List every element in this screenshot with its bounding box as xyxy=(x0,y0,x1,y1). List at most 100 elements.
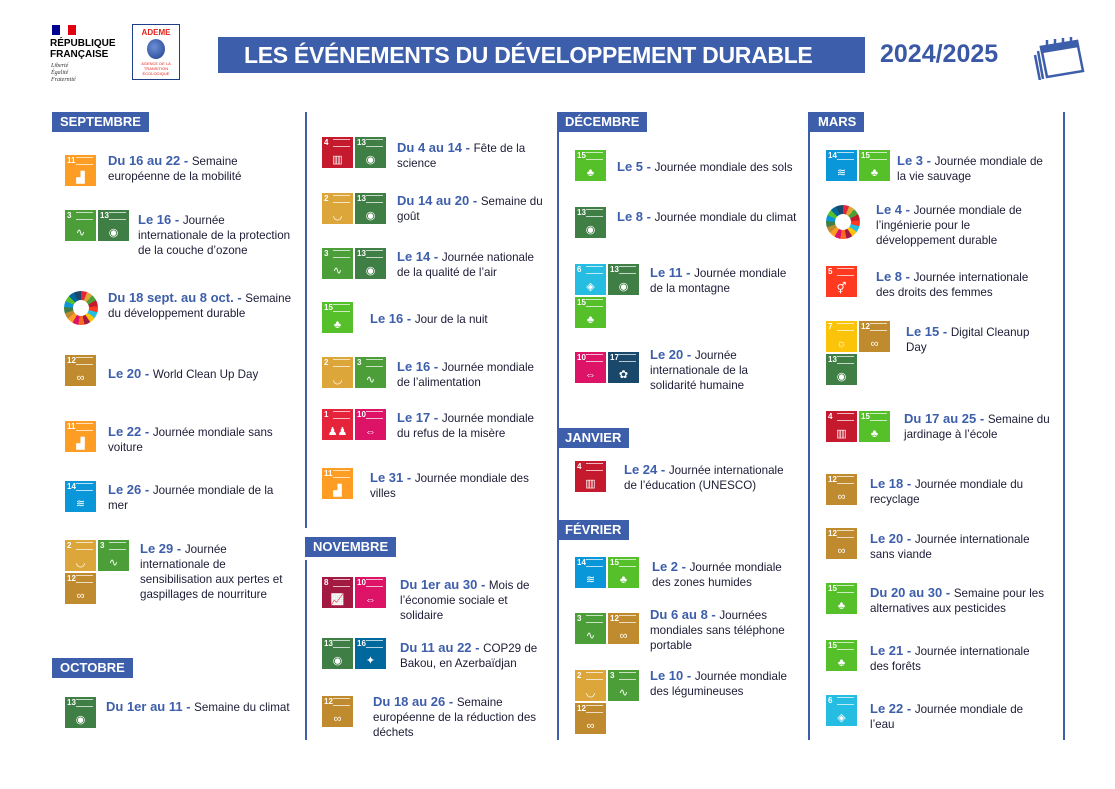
sdg-number: 15 xyxy=(828,641,837,650)
sdg-13-icon: 13 ◉ xyxy=(98,210,129,241)
event-date: Du 16 au 22 xyxy=(108,153,181,168)
sdg-icons: 15 ♣ xyxy=(826,640,890,671)
event-item: Du 4 au 14 - Fête de la science xyxy=(397,140,526,170)
event-item: Du 6 au 8 - Journées mondiales sans télé… xyxy=(650,607,785,652)
event-item: Du 18 sept. au 8 oct. - Semaine du dével… xyxy=(108,290,292,320)
sdg-number: 12 xyxy=(67,356,76,365)
sdg-icons: 14 ≋ xyxy=(65,481,129,512)
event-title: Semaine du jardinage à l’école xyxy=(904,413,1050,441)
event-item: Le 21 - Journée internationale des forêt… xyxy=(870,643,1030,673)
event-title: Semaine du développement durable xyxy=(108,292,292,320)
event-date: Le 20 xyxy=(108,366,142,381)
sdg-number: 13 xyxy=(828,355,837,364)
sdg-14-icon: 14 ≋ xyxy=(65,481,96,512)
page-title: LES ÉVÉNEMENTS DU DÉVELOPPEMENT DURABLE xyxy=(218,37,865,73)
sdg-number: 13 xyxy=(67,698,76,707)
sdg-12-icon: 12 ∞ xyxy=(608,613,639,644)
sdg-number: 13 xyxy=(357,249,366,258)
sdg-number: 13 xyxy=(577,208,586,217)
event-date: Du 18 sept. au 8 oct. xyxy=(108,290,234,305)
sdg-icons: 14 ≋ 15 ♣ xyxy=(826,150,890,181)
sdg-4-icon: 4 ▥ xyxy=(826,411,857,442)
event-date: Le 14 xyxy=(397,249,431,264)
sdg-5-icon: 5 ⚥ xyxy=(826,266,857,297)
event-title: World Clean Up Day xyxy=(152,368,259,381)
sdg-7-icon: 7 ☼ xyxy=(826,321,857,352)
sdg-number: 3 xyxy=(100,541,105,550)
motto-line: Liberté xyxy=(51,63,69,69)
event-item: Le 4 - Journée mondiale de l’ingénierie … xyxy=(876,202,1022,247)
sdg-12-icon: 12 ∞ xyxy=(826,528,857,559)
sdg-wheel-icon xyxy=(826,205,860,239)
sdg-13-icon: 13 ◉ xyxy=(826,354,857,385)
event-item: Le 16 - Jour de la nuit xyxy=(370,311,488,326)
sdg-number: 8 xyxy=(324,578,329,587)
sdg-number: 2 xyxy=(324,358,329,367)
event-item: Du 1er au 11 - Semaine du climat xyxy=(106,699,290,714)
column-divider xyxy=(1063,112,1065,740)
sdg-icons: 1 ♟♟ 10 ⇔ xyxy=(322,409,386,440)
event-item: Du 14 au 20 - Semaine du goût xyxy=(397,193,543,223)
event-item: Le 31 - Journée mondiale des villes xyxy=(370,470,529,500)
column-divider xyxy=(557,112,559,740)
event-date: Le 18 xyxy=(870,476,904,491)
sdg-13-icon: 13 ◉ xyxy=(355,137,386,168)
event-item: Du 11 au 22 - COP29 de Bakou, en Azerbaï… xyxy=(400,640,538,670)
sdg-13-icon: 13 ◉ xyxy=(65,697,96,728)
sdg-number: 10 xyxy=(357,578,366,587)
sdg-12-icon: 12 ∞ xyxy=(65,573,96,604)
month-header: SEPTEMBRE xyxy=(52,112,149,132)
event-item: Le 14 - Journée nationale de la qualité … xyxy=(397,249,534,279)
sdg-number: 12 xyxy=(610,614,619,623)
sdg-number: 12 xyxy=(324,697,333,706)
sdg-icons: 3 ∿ 13 ◉ xyxy=(65,210,129,241)
sdg-15-icon: 15 ♣ xyxy=(322,302,353,333)
event-item: Le 16 - Journée internationale de la pro… xyxy=(138,212,291,257)
sdg-wheel-icon xyxy=(64,291,98,325)
event-date: Le 16 xyxy=(397,359,431,374)
sdg-icons: 13 ◉ xyxy=(575,207,639,238)
event-title: Journée mondiale de l’ingénierie pour le… xyxy=(876,204,1022,247)
sdg-icons: 4 ▥ 15 ♣ xyxy=(826,411,890,442)
sdg-15-icon: 15 ♣ xyxy=(608,557,639,588)
event-item: Le 22 - Journée mondiale de l’eau xyxy=(870,701,1024,731)
sdg-icons: 12 ∞ xyxy=(322,696,386,727)
sdg-number: 15 xyxy=(324,303,333,312)
sdg-icons: 11 ▟ xyxy=(322,468,386,499)
column-divider xyxy=(305,560,307,740)
sdg-1-icon: 1 ♟♟ xyxy=(322,409,353,440)
event-item: Le 22 - Journée mondiale sans voiture xyxy=(108,424,273,454)
month-header: JANVIER xyxy=(557,428,630,448)
ademe-subtitle: AGENCE DE LA TRANSITION ÉCOLOGIQUE xyxy=(141,61,171,76)
sdg-2-icon: 2 ◡ xyxy=(322,193,353,224)
month-header: MARS xyxy=(810,112,865,132)
sdg-icons: 13 ◉ 16 ✦ xyxy=(322,638,386,669)
event-item: Du 16 au 22 - Semaine européenne de la m… xyxy=(108,153,242,183)
sdg-icons: 2 ◡ 3 ∿ 12 ∞ xyxy=(65,540,129,604)
month-header: FÉVRIER xyxy=(557,520,630,540)
sdg-3-icon: 3 ∿ xyxy=(98,540,129,571)
event-item: Du 20 au 30 - Semaine pour les alternati… xyxy=(870,585,1045,615)
event-title: Mois de l’économie sociale et solidaire xyxy=(400,579,530,622)
sdg-number: 12 xyxy=(67,574,76,583)
event-date: Le 29 xyxy=(140,541,174,556)
sdg-icons: 3 ∿ 13 ◉ xyxy=(322,248,386,279)
sdg-number: 14 xyxy=(828,151,837,160)
sdg-number: 13 xyxy=(357,194,366,203)
event-item: Le 15 - Digital Cleanup Day xyxy=(906,324,1030,354)
sdg-15-icon: 15 ♣ xyxy=(859,150,890,181)
event-date: Le 22 xyxy=(108,424,142,439)
sdg-number: 10 xyxy=(577,353,586,362)
sdg-3-icon: 3 ∿ xyxy=(322,248,353,279)
month-header: DÉCEMBRE xyxy=(557,112,648,132)
event-item: Du 1er au 30 - Mois de l’économie social… xyxy=(400,577,530,622)
sdg-number: 15 xyxy=(828,584,837,593)
sdg-number: 12 xyxy=(828,475,837,484)
sdg-10-icon: 10 ⇔ xyxy=(355,409,386,440)
sdg-icons: 3 ∿ 12 ∞ xyxy=(575,613,639,644)
event-item: Le 17 - Journée mondiale du refus de la … xyxy=(397,410,534,440)
sdg-number: 2 xyxy=(67,541,72,550)
event-title: Journées mondiales sans téléphone portab… xyxy=(650,609,785,652)
event-date: Le 4 xyxy=(876,202,903,217)
sdg-number: 4 xyxy=(324,138,329,147)
